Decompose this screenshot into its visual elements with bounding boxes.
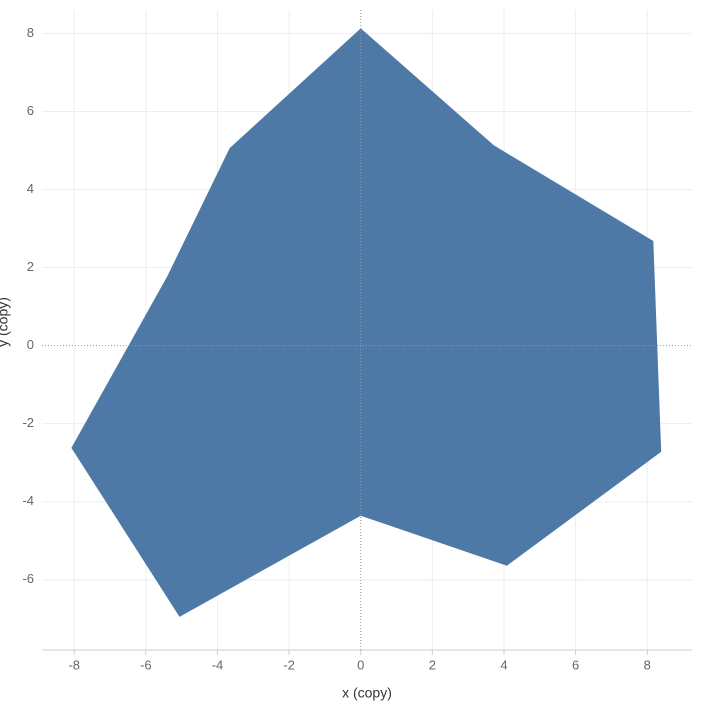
x-tick-label: 6 [572, 657, 579, 672]
y-tick-label: 2 [27, 259, 34, 274]
y-tick-label: 4 [27, 181, 34, 196]
x-tick-label: 0 [357, 657, 364, 672]
y-tick-label: -2 [22, 415, 34, 430]
y-tick-label: -4 [22, 493, 34, 508]
polygon-area [71, 28, 662, 617]
y-tick-label: 0 [27, 337, 34, 352]
x-axis-title: x (copy) [342, 685, 392, 701]
x-tick-label: 8 [644, 657, 651, 672]
y-tick-label: 6 [27, 103, 34, 118]
x-tick-label: -2 [283, 657, 295, 672]
y-axis-title: y (copy) [0, 297, 11, 347]
x-tick-label: -6 [140, 657, 152, 672]
y-tick-label: -6 [22, 571, 34, 586]
x-tick-label: -4 [212, 657, 224, 672]
x-tick-label: 2 [429, 657, 436, 672]
y-tick-label: 8 [27, 25, 34, 40]
x-tick-label: -8 [68, 657, 80, 672]
x-tick-label: 4 [500, 657, 507, 672]
